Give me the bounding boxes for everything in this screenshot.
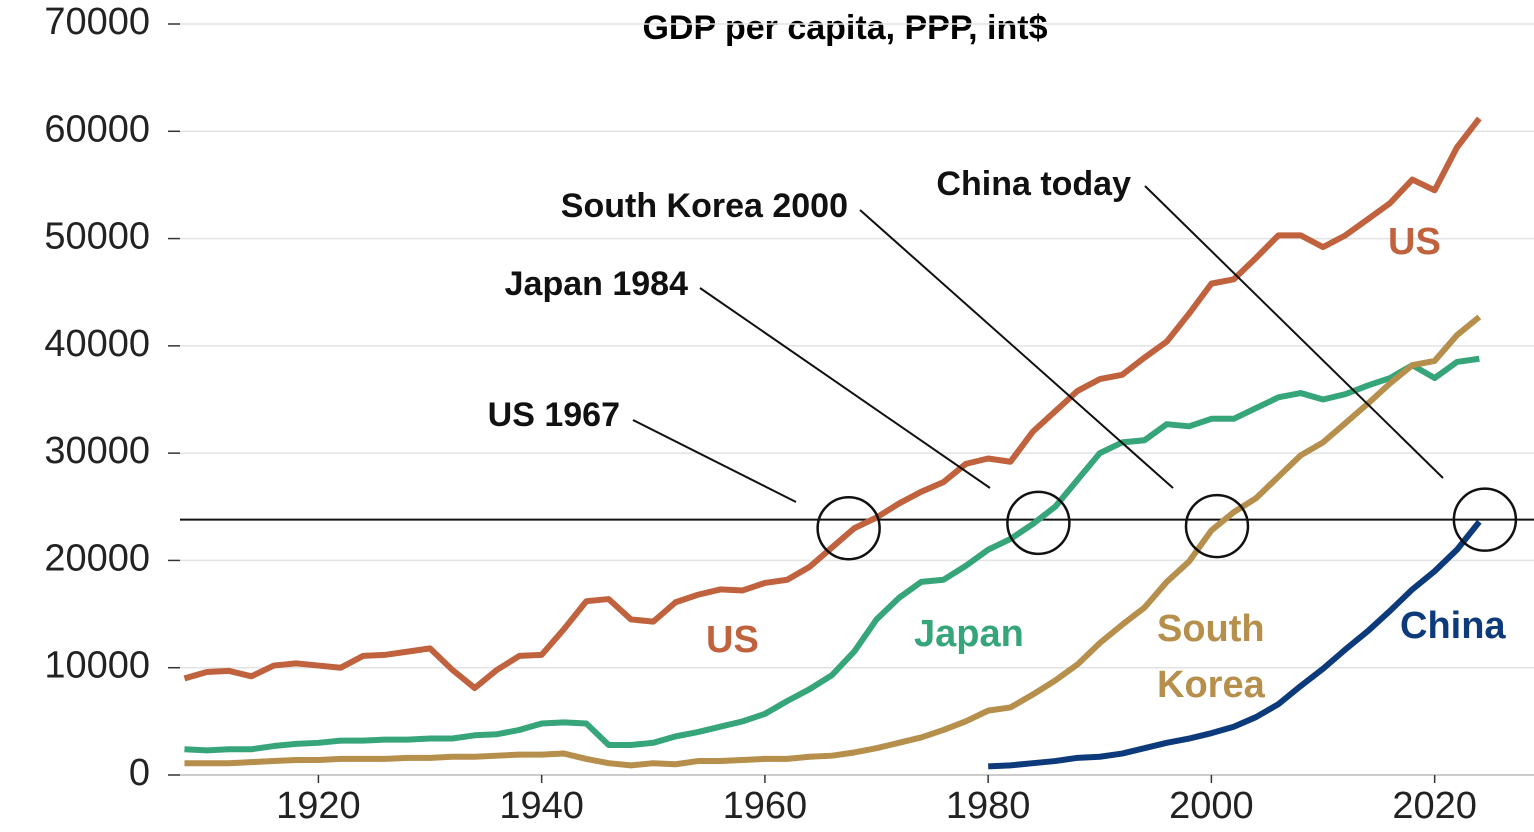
x-tick-label: 1920 (276, 785, 361, 827)
series-line (988, 519, 1482, 770)
chart-title: GDP per capita, PPP, int$ (642, 9, 1047, 47)
series-label: China (1400, 605, 1506, 647)
series-line (184, 314, 1482, 769)
y-tick-label: 20000 (44, 537, 150, 579)
series-line (183, 116, 1482, 692)
annotation-label: Japan 1984 (505, 265, 688, 303)
annotation-circle (1452, 487, 1518, 552)
annotation-label: China today (936, 165, 1131, 203)
x-tick-label: 1980 (946, 785, 1031, 827)
annotation-label: South Korea 2000 (561, 187, 848, 225)
x-tick-label: 1960 (723, 785, 808, 827)
y-tick-label: 10000 (44, 645, 150, 687)
y-tick-label: 40000 (44, 323, 150, 365)
series-label: US (706, 619, 759, 661)
series-label: Japan (914, 613, 1024, 655)
annotation-leader (859, 209, 1174, 489)
series-label: South Korea (1157, 608, 1265, 706)
annotation-label: US 1967 (488, 396, 620, 434)
y-tick-label: 30000 (44, 430, 150, 472)
series-label: US (1388, 221, 1441, 263)
annotation-leader (632, 419, 797, 503)
x-tick-label: 2020 (1392, 785, 1477, 827)
annotation-leader (699, 287, 991, 489)
y-tick-label: 70000 (44, 1, 150, 43)
annotation-circle (1006, 490, 1071, 556)
y-tick-label: 0 (129, 752, 150, 794)
y-tick-label: 50000 (44, 216, 150, 258)
series-line (184, 355, 1480, 754)
x-tick-label: 1940 (499, 785, 584, 827)
annotation-leader (1144, 185, 1444, 479)
y-tick-label: 60000 (44, 108, 150, 150)
x-tick-label: 2000 (1169, 785, 1254, 827)
annotation-circle (816, 495, 881, 561)
annotation-circle (1184, 493, 1250, 559)
